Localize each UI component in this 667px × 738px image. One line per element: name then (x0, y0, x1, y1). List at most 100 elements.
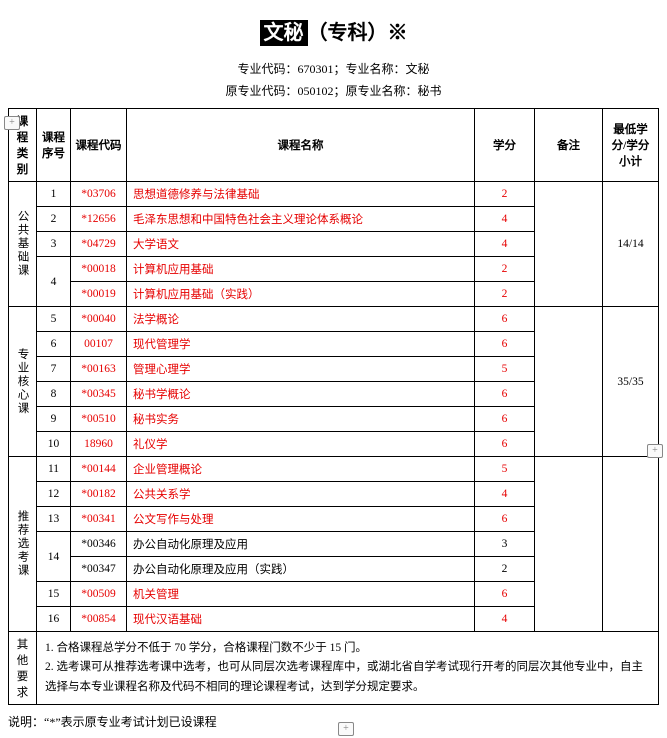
subtitle-line-2: 原专业代码：050102；原专业名称：秘书 (8, 81, 659, 103)
name-cell: 毛泽东思想和中国特色社会主义理论体系概论 (127, 207, 475, 232)
code-cell: *00509 (71, 582, 127, 607)
code-cell: *00854 (71, 607, 127, 632)
category-cell: 专业核心课 (9, 307, 37, 457)
page-title: 文秘（专科）※ (8, 16, 659, 45)
credit-cell: 4 (475, 607, 535, 632)
category-cell: 推荐选考课 (9, 457, 37, 632)
name-cell: 企业管理概论 (127, 457, 475, 482)
credit-cell: 4 (475, 232, 535, 257)
credit-cell: 2 (475, 257, 535, 282)
code-cell: *00341 (71, 507, 127, 532)
table-row: 专业核心课5*00040法学概论635/35 (9, 307, 659, 332)
subtitle-block: 专业代码：670301；专业名称：文秘 原专业代码：050102；原专业名称：秘… (8, 59, 659, 102)
title-highlight: 文秘 (260, 20, 308, 46)
credit-cell: 4 (475, 207, 535, 232)
name-cell: 大学语文 (127, 232, 475, 257)
credit-cell: 2 (475, 282, 535, 307)
credit-cell: 6 (475, 507, 535, 532)
other-req-row: 其他要求1. 合格课程总学分不低于 70 学分，合格课程门数不少于 15 门。2… (9, 632, 659, 705)
code-cell: *03706 (71, 182, 127, 207)
code-cell: *04729 (71, 232, 127, 257)
hdr-code: 课程代码 (71, 109, 127, 182)
credit-cell: 3 (475, 532, 535, 557)
idx-cell: 13 (37, 507, 71, 532)
name-cell: 现代管理学 (127, 332, 475, 357)
credit-cell: 6 (475, 432, 535, 457)
idx-cell: 16 (37, 607, 71, 632)
other-req-text: 1. 合格课程总学分不低于 70 学分，合格课程门数不少于 15 门。2. 选考… (37, 632, 659, 705)
note-cell (535, 182, 603, 307)
hdr-name: 课程名称 (127, 109, 475, 182)
code-cell: 00107 (71, 332, 127, 357)
credit-cell: 6 (475, 307, 535, 332)
name-cell: 秘书实务 (127, 407, 475, 432)
code-cell: *00346 (71, 532, 127, 557)
idx-cell: 5 (37, 307, 71, 332)
name-cell: 现代汉语基础 (127, 607, 475, 632)
other-req-label: 其他要求 (9, 632, 37, 705)
idx-cell: 1 (37, 182, 71, 207)
name-cell: 计算机应用基础（实践） (127, 282, 475, 307)
table-row: 推荐选考课11*00144企业管理概论5 (9, 457, 659, 482)
credit-cell: 4 (475, 482, 535, 507)
idx-cell: 15 (37, 582, 71, 607)
note-cell (535, 457, 603, 632)
side-handle-left: + (4, 116, 20, 130)
subtotal-cell: 35/35 (603, 307, 659, 457)
subtitle-line-1: 专业代码：670301；专业名称：文秘 (8, 59, 659, 81)
credit-cell: 2 (475, 557, 535, 582)
name-cell: 公共关系学 (127, 482, 475, 507)
hdr-note: 备注 (535, 109, 603, 182)
name-cell: 办公自动化原理及应用（实践） (127, 557, 475, 582)
name-cell: 管理心理学 (127, 357, 475, 382)
credit-cell: 5 (475, 357, 535, 382)
name-cell: 思想道德修养与法律基础 (127, 182, 475, 207)
code-cell: *00510 (71, 407, 127, 432)
code-cell: *00182 (71, 482, 127, 507)
name-cell: 机关管理 (127, 582, 475, 607)
side-handle-bottom: + (338, 722, 354, 736)
idx-cell: 4 (37, 257, 71, 307)
note-cell (535, 307, 603, 457)
code-cell: *00347 (71, 557, 127, 582)
idx-cell: 11 (37, 457, 71, 482)
subtotal-cell (603, 457, 659, 632)
code-cell: *00019 (71, 282, 127, 307)
idx-cell: 9 (37, 407, 71, 432)
code-cell: *00018 (71, 257, 127, 282)
hdr-sub: 最低学分/学分小计 (603, 109, 659, 182)
credit-cell: 6 (475, 332, 535, 357)
credit-cell: 5 (475, 457, 535, 482)
curriculum-table: 课程类别 课程序号 课程代码 课程名称 学分 备注 最低学分/学分小计 公共基础… (8, 108, 659, 705)
credit-cell: 6 (475, 382, 535, 407)
code-cell: *00040 (71, 307, 127, 332)
credit-cell: 6 (475, 582, 535, 607)
code-cell: 18960 (71, 432, 127, 457)
idx-cell: 12 (37, 482, 71, 507)
credit-cell: 2 (475, 182, 535, 207)
idx-cell: 10 (37, 432, 71, 457)
hdr-credit: 学分 (475, 109, 535, 182)
category-cell: 公共基础课 (9, 182, 37, 307)
credit-cell: 6 (475, 407, 535, 432)
idx-cell: 8 (37, 382, 71, 407)
code-cell: *00163 (71, 357, 127, 382)
hdr-idx: 课程序号 (37, 109, 71, 182)
code-cell: *00144 (71, 457, 127, 482)
subtotal-cell: 14/14 (603, 182, 659, 307)
code-cell: *12656 (71, 207, 127, 232)
name-cell: 法学概论 (127, 307, 475, 332)
name-cell: 礼仪学 (127, 432, 475, 457)
name-cell: 公文写作与处理 (127, 507, 475, 532)
code-cell: *00345 (71, 382, 127, 407)
name-cell: 秘书学概论 (127, 382, 475, 407)
idx-cell: 6 (37, 332, 71, 357)
side-handle-right: + (647, 444, 663, 458)
table-header-row: 课程类别 课程序号 课程代码 课程名称 学分 备注 最低学分/学分小计 (9, 109, 659, 182)
title-suffix: （专科）※ (308, 22, 408, 44)
footnote: 说明：“*”表示原专业考试计划已设课程 (8, 713, 659, 730)
idx-cell: 3 (37, 232, 71, 257)
idx-cell: 2 (37, 207, 71, 232)
table-row: 公共基础课1*03706思想道德修养与法律基础214/14 (9, 182, 659, 207)
name-cell: 计算机应用基础 (127, 257, 475, 282)
